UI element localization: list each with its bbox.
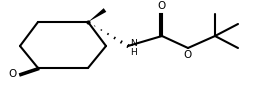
Text: N
H: N H: [130, 39, 137, 57]
Text: O: O: [9, 69, 17, 79]
Text: O: O: [158, 1, 166, 11]
Polygon shape: [88, 8, 106, 22]
Text: O: O: [184, 50, 192, 60]
